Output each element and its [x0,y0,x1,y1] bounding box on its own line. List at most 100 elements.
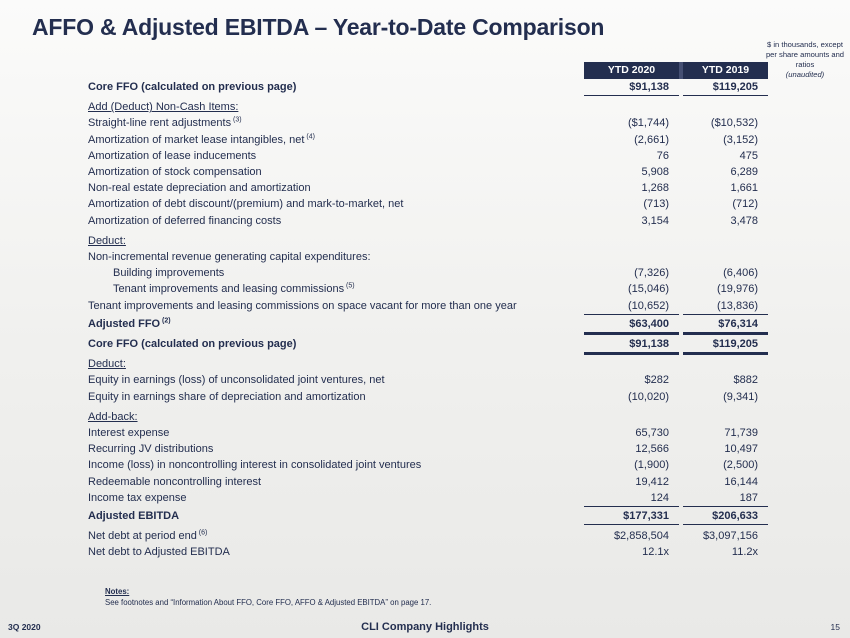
value-ytd-2019: $76,314 [683,316,768,332]
row-label: Non-real estate depreciation and amortiz… [88,182,311,195]
notes-block: Notes: See footnotes and “Information Ab… [105,587,565,608]
value-ytd-2019: (712) [732,198,758,211]
value-ytd-2019: $119,205 [683,79,768,95]
table-row: Add (Deduct) Non-Cash Items: [88,99,768,115]
table-row: Tenant improvements and leasing commissi… [88,281,768,297]
row-label: Building improvements [113,267,225,280]
units-note-text: $ in thousands, except per share amounts… [765,40,845,70]
footnote-marker: (2) [160,317,171,325]
value-ytd-2020: $91,138 [584,79,679,95]
footer-title: CLI Company Highlights [361,621,489,633]
value-ytd-2019: $119,205 [683,336,768,352]
table-row: Recurring JV distributions 12,566 10,497 [88,441,768,457]
row-label: Core FFO (calculated on previous page) [88,81,297,93]
table-row: Core FFO (calculated on previous page) $9… [88,79,768,95]
row-label: Income (loss) in noncontrolling interest… [88,459,422,472]
value-ytd-2019: 1,661 [730,182,758,195]
row-label: Net debt to Adjusted EBITDA [88,546,230,559]
value-ytd-2019: 16,144 [724,475,758,488]
value-ytd-2019: 3,478 [730,214,758,227]
value-ytd-2020: $91,138 [584,336,679,352]
footnote-marker: (5) [344,282,355,290]
value-ytd-2020: 65,730 [635,427,669,440]
row-label: Deduct: [88,358,126,371]
value-ytd-2020: 12.1x [642,546,669,559]
table-row: Adjusted EBITDA $177,331 $206,633 [88,508,768,524]
table-row: Amortization of lease inducements 76 475 [88,148,768,164]
row-label: Adjusted FFO (2) [88,317,171,330]
value-ytd-2019: 6,289 [730,166,758,179]
column-header-ytd-2019: YTD 2019 [701,64,750,76]
value-ytd-2020: $2,858,504 [613,530,669,543]
value-ytd-2019: $206,633 [683,508,768,524]
table-row: Add-back: [88,409,768,425]
table-row: Deduct: [88,233,768,249]
table-header-row: YTD 2020 YTD 2019 [88,62,768,79]
value-ytd-2019: 11.2x [731,546,758,559]
table-row: Net debt at period end (6) $2,858,504 $3,0… [88,528,768,544]
column-header-ytd-2020: YTD 2020 [607,64,656,76]
value-ytd-2020: (10,020) [628,390,669,403]
table-row: Redeemable noncontrolling interest 19,412… [88,474,768,490]
table-row: Core FFO (calculated on previous page) $9… [88,336,768,352]
value-ytd-2020: 1,268 [641,182,669,195]
table-row: Adjusted FFO (2) $63,400 $76,314 [88,316,768,332]
value-ytd-2019: (13,836) [683,298,768,314]
table-row: Interest expense 65,730 71,739 [88,425,768,441]
footer-quarter: 3Q 2020 [8,622,41,632]
row-label: Equity in earnings (loss) of unconsolida… [88,374,385,387]
units-note: $ in thousands, except per share amounts… [761,40,849,80]
notes-text: See footnotes and “Information About FFO… [105,598,432,607]
row-label: Adjusted EBITDA [88,510,180,523]
row-label: Amortization of lease inducements [88,149,257,162]
row-label: Add (Deduct) Non-Cash Items: [88,101,239,114]
value-ytd-2020: (1,900) [634,459,669,472]
value-ytd-2019: $882 [733,374,758,387]
value-ytd-2019: $3,097,156 [702,530,758,543]
value-ytd-2019: (9,341) [723,390,758,403]
footnote-marker: (4) [304,132,315,140]
header-divider [679,62,683,79]
value-ytd-2019: 71,739 [724,427,758,440]
row-label: Amortization of market lease intangibles… [88,132,315,146]
value-ytd-2019: (2,500) [723,459,758,472]
table-row: Tenant improvements and leasing commissi… [88,298,768,314]
value-ytd-2019: (6,406) [723,267,758,280]
value-ytd-2019: 10,497 [724,443,758,456]
table-row: Amortization of market lease intangibles… [88,132,768,148]
value-ytd-2019: ($10,532) [710,117,758,130]
page-number: 15 [830,622,840,632]
value-ytd-2020: (2,661) [634,133,669,146]
value-ytd-2019: 475 [739,149,758,162]
notes-label: Notes: [105,587,130,596]
table-row: Building improvements (7,326) (6,406) [88,265,768,281]
table-body: Core FFO (calculated on previous page) $9… [88,79,768,561]
row-label: Deduct: [88,234,126,247]
row-label: Amortization of debt discount/(premium) … [88,198,404,211]
row-label: Non-incremental revenue generating capit… [88,251,371,264]
table-row: Amortization of stock compensation 5,908 6… [88,164,768,180]
table-row: Amortization of debt discount/(premium) … [88,196,768,212]
row-label: Straight-line rent adjustments (3) [88,116,242,130]
footnote-marker: (6) [196,529,208,537]
footnote-marker: (3) [231,116,242,124]
value-ytd-2020: (10,652) [584,298,679,314]
row-label: Core FFO (calculated on previous page) [88,338,297,351]
table-header-group: YTD 2020 YTD 2019 [584,62,768,79]
value-ytd-2020: 3,154 [641,214,669,227]
value-ytd-2019: (19,976) [717,283,758,296]
row-label: Recurring JV distributions [88,443,214,456]
row-label: Redeemable noncontrolling interest [88,475,262,488]
row-label: Net debt at period end (6) [88,529,208,543]
page-title: AFFO & Adjusted EBITDA – Year-to-Date Co… [32,14,605,40]
value-ytd-2020: 124 [584,490,679,506]
value-ytd-2020: $282 [644,374,669,387]
comparison-table: YTD 2020 YTD 2019 Core FFO (calculated o… [88,62,768,561]
row-label: Tenant improvements and leasing commissi… [113,282,355,296]
table-row: Income tax expense 124 187 [88,490,768,506]
row-label: Interest expense [88,427,170,440]
table-row: Net debt to Adjusted EBITDA 12.1x 11.2x [88,544,768,560]
table-row: Non-real estate depreciation and amortiz… [88,180,768,196]
value-ytd-2020: $177,331 [584,508,679,524]
